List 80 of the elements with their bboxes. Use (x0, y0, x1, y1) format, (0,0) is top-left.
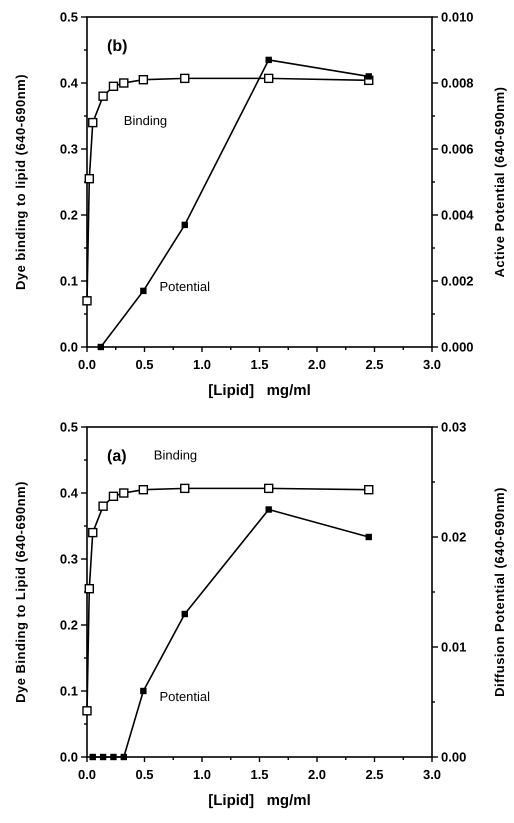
point (138, 75, 148, 84)
point (100, 754, 106, 760)
y-tick-label: 0.1 (60, 684, 78, 699)
point (98, 92, 108, 101)
point (264, 484, 274, 494)
point (82, 296, 92, 306)
y-axis-title: Dye Binding to Lipid (640-690nm) (13, 481, 28, 703)
point (180, 74, 190, 84)
point (90, 754, 96, 760)
y-tick-label: 0.4 (60, 76, 79, 91)
x-tick-label: 3.0 (422, 357, 442, 372)
x-axis-title: [Lipid] mg/ml (208, 382, 311, 399)
y2-tick-label: 0.004 (441, 208, 474, 223)
point (366, 73, 372, 80)
annotation: (a) (107, 448, 127, 465)
x-tick-label: 0.0 (78, 357, 96, 372)
y-tick-label: 0.2 (60, 208, 78, 223)
point (108, 82, 118, 91)
series-label: Binding (154, 448, 198, 463)
point (84, 584, 94, 594)
point (120, 754, 127, 760)
x-tick-label: 1.0 (192, 357, 212, 372)
point (140, 288, 147, 294)
point (140, 688, 147, 694)
y-tick-label: 0.1 (60, 274, 78, 289)
series-label: Potential (159, 688, 210, 704)
series-label: Potential (159, 278, 210, 294)
x-tick-label: 1.5 (250, 767, 269, 782)
y-tick-label: 0.2 (60, 618, 78, 633)
x-tick-label: 1.5 (250, 357, 269, 372)
y-axis-title: Dye binding to lipid (640-690nm) (13, 74, 28, 290)
point (110, 754, 117, 760)
point (88, 528, 98, 538)
y-tick-label: 0.3 (60, 552, 78, 567)
point (182, 222, 188, 228)
point (84, 174, 94, 184)
y2-tick-label: 0.02 (441, 530, 466, 545)
y2-tick-label: 0.03 (441, 420, 466, 435)
x-tick-label: 0.5 (135, 357, 154, 372)
point (98, 344, 104, 350)
point (138, 485, 148, 494)
y-tick-label: 0.0 (60, 750, 78, 765)
point (180, 484, 190, 494)
point (98, 502, 108, 511)
point (88, 118, 98, 128)
point (108, 492, 118, 501)
point (266, 56, 272, 64)
x-tick-label: 1.0 (192, 767, 212, 782)
x-axis-title: [Lipid] mg/ml (208, 792, 311, 809)
y2-axis-title: Diffusion Potential (640-690nm) (492, 487, 507, 697)
point (364, 485, 374, 494)
series-label: Binding (124, 113, 168, 128)
point (119, 78, 128, 88)
y2-tick-label: 0.01 (441, 640, 466, 655)
point (182, 610, 188, 618)
y-tick-label: 0.0 (60, 340, 78, 355)
y-tick-label: 0.3 (60, 142, 78, 157)
x-tick-label: 2.5 (365, 767, 384, 782)
y2-tick-label: 0.006 (441, 142, 474, 157)
x-tick-label: 2.0 (308, 767, 326, 782)
y-tick-label: 0.4 (60, 486, 79, 501)
y-tick-label: 0.5 (60, 420, 78, 435)
x-tick-label: 3.0 (422, 767, 442, 782)
x-tick-label: 2.5 (365, 357, 384, 372)
x-tick-label: 0.5 (135, 767, 154, 782)
annotation: (b) (107, 38, 128, 55)
x-tick-label: 0.0 (78, 767, 96, 782)
y2-tick-label: 0.000 (441, 340, 474, 355)
y2-tick-label: 0.010 (441, 10, 474, 25)
point (266, 506, 272, 513)
y2-tick-label: 0.00 (441, 750, 466, 765)
y-tick-label: 0.5 (60, 10, 78, 25)
point (82, 706, 92, 716)
point (366, 534, 372, 540)
y2-axis-title: Active Potential (640-690nm) (492, 86, 507, 278)
y2-tick-label: 0.008 (441, 76, 474, 91)
point (119, 488, 128, 498)
x-tick-label: 2.0 (308, 357, 326, 372)
point (264, 74, 274, 84)
y2-tick-label: 0.002 (441, 274, 474, 289)
